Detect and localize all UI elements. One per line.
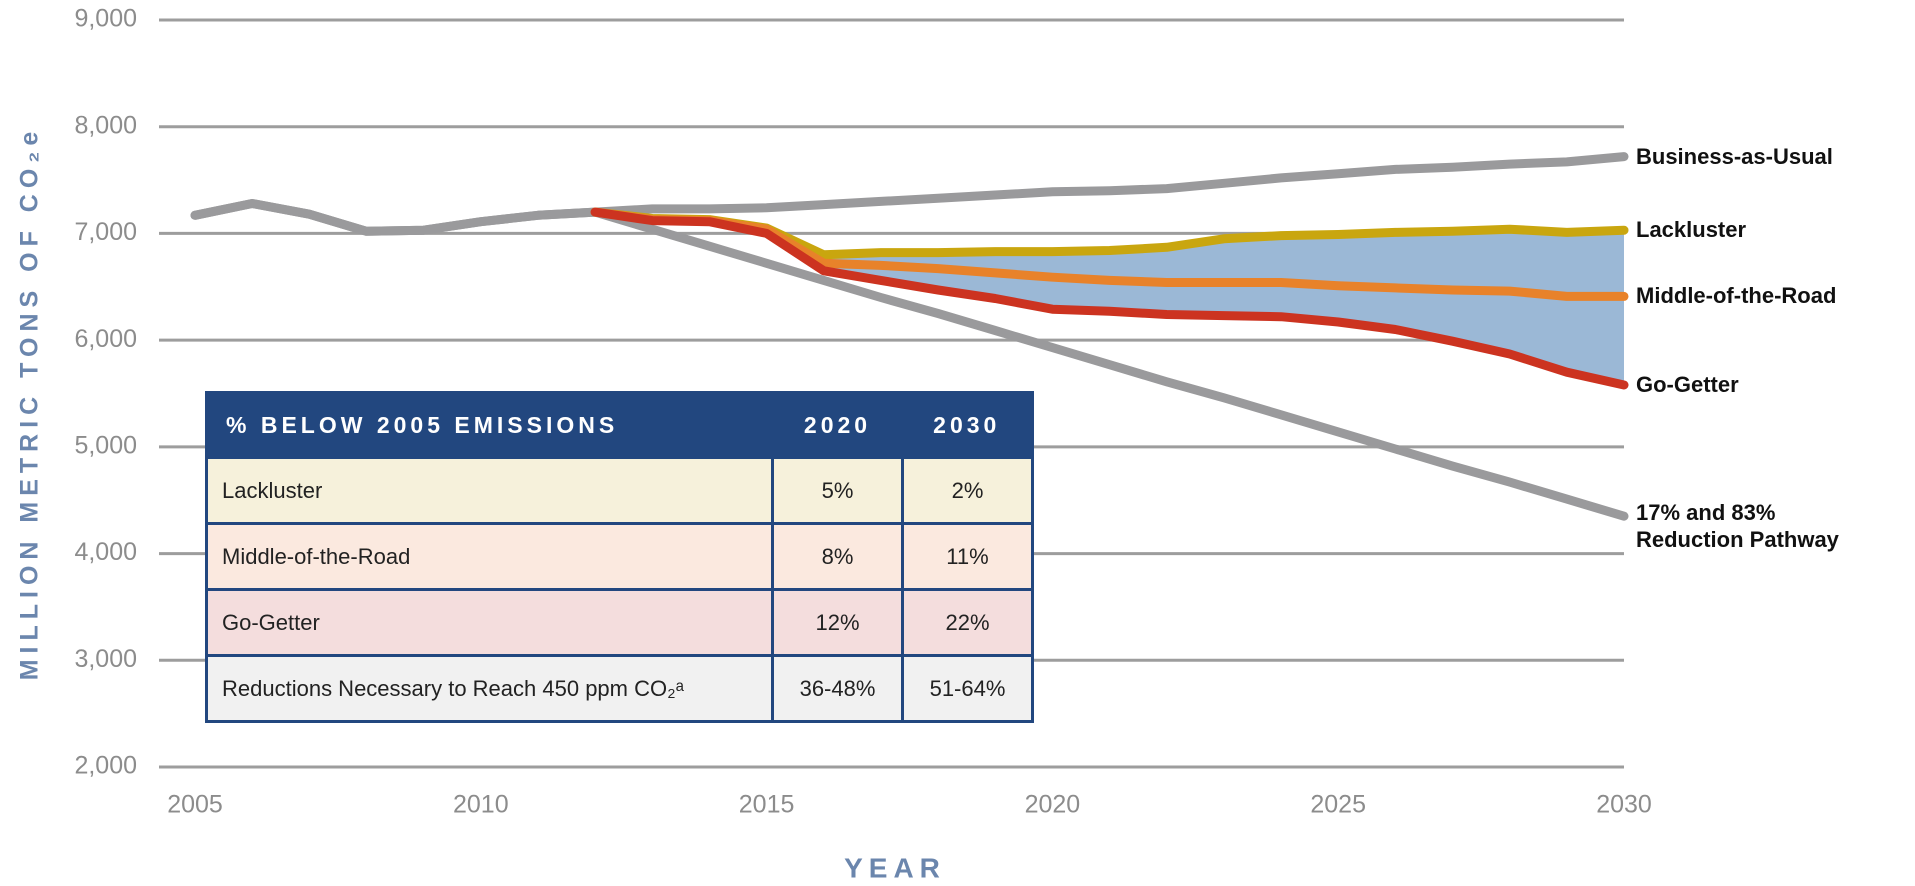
table-cell: 51-64% <box>901 654 1034 723</box>
y-axis-label: MILLION METRIC TONS OF CO₂e <box>16 126 44 681</box>
y-tick-label: 4,000 <box>74 538 137 566</box>
table-header: 2030 <box>902 392 1033 458</box>
table-cell: 2% <box>901 456 1034 525</box>
y-tick-label: 6,000 <box>74 325 137 353</box>
table-header: 2020 <box>772 392 903 458</box>
table-cell: 36-48% <box>771 654 904 723</box>
series-label: Middle-of-the-Road <box>1636 283 1837 309</box>
table-cell: Go-Getter <box>205 588 774 657</box>
x-tick-label: 2025 <box>1310 791 1366 819</box>
table-cell: Reductions Necessary to Reach 450 ppm CO… <box>205 654 774 723</box>
x-tick-label: 2030 <box>1596 791 1652 819</box>
table-cell: 8% <box>771 522 904 591</box>
series-label: Business-as-Usual <box>1636 143 1833 169</box>
table-cell: 22% <box>901 588 1034 657</box>
series-line <box>590 207 1629 390</box>
table-cell: Middle-of-the-Road <box>205 522 774 591</box>
x-tick-label: 2020 <box>1025 791 1081 819</box>
y-tick-label: 3,000 <box>74 645 137 673</box>
x-tick-label: 2005 <box>167 791 223 819</box>
y-tick-label: 5,000 <box>74 431 137 459</box>
series-label: Lackluster <box>1636 217 1747 243</box>
series-label: 17% and 83% Reduction Pathway <box>1636 500 1839 552</box>
y-tick-label: 2,000 <box>74 752 137 780</box>
table-cell: 5% <box>771 456 904 525</box>
x-tick-label: 2015 <box>739 791 795 819</box>
inset-table: % BELOW 2005 EMISSIONS 2020 2030 Lackluste… <box>205 391 1034 723</box>
table-cell: Lackluster <box>205 456 774 525</box>
series-label: Go-Getter <box>1636 371 1739 397</box>
x-axis-label: YEAR <box>844 852 946 883</box>
series-line <box>190 152 1629 236</box>
range-band <box>595 212 1624 385</box>
y-tick-label: 7,000 <box>74 218 137 246</box>
x-tick-label: 2010 <box>453 791 509 819</box>
table-cell: 11% <box>901 522 1034 591</box>
y-tick-label: 8,000 <box>74 111 137 139</box>
y-tick-label: 9,000 <box>74 5 137 33</box>
table-cell: 12% <box>771 588 904 657</box>
table-header: % BELOW 2005 EMISSIONS <box>206 392 773 458</box>
